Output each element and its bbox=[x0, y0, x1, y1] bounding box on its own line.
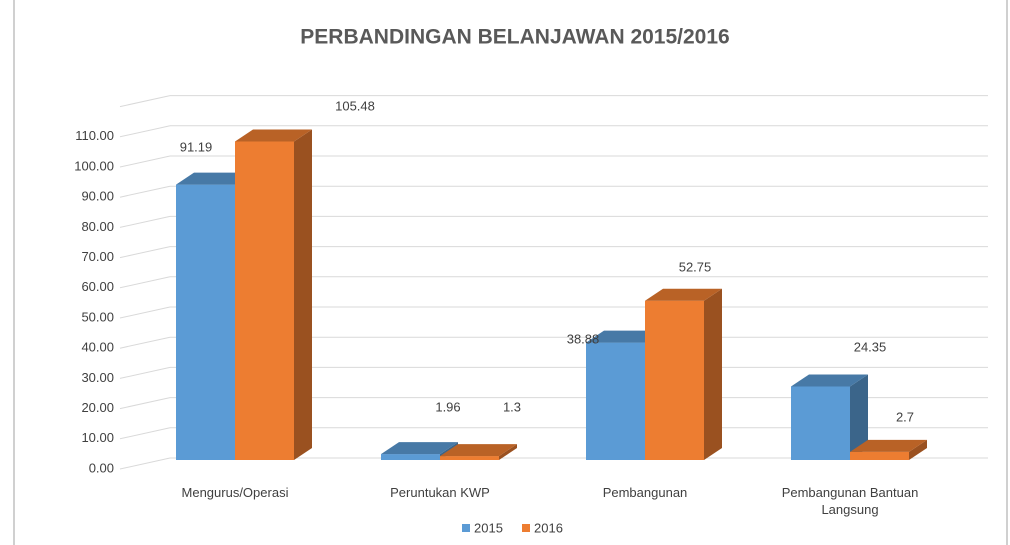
legend-swatch bbox=[522, 524, 530, 532]
bar bbox=[645, 300, 704, 460]
bar-top bbox=[791, 374, 868, 387]
x-tick-label: Mengurus/Operasi bbox=[181, 485, 289, 500]
grid-line bbox=[119, 246, 171, 259]
grid-line bbox=[119, 215, 171, 228]
bar bbox=[440, 456, 499, 460]
legend-label: 2015 bbox=[474, 520, 503, 535]
legend-swatch bbox=[462, 524, 470, 532]
bar-top bbox=[586, 330, 663, 343]
bar-side bbox=[499, 444, 517, 460]
legend-label: 2016 bbox=[534, 520, 563, 535]
bar-side bbox=[294, 129, 312, 461]
y-tick-label: 0.00 bbox=[89, 460, 114, 475]
wall-edge bbox=[119, 95, 171, 108]
bar bbox=[586, 342, 645, 460]
bar bbox=[176, 184, 235, 460]
y-tick-label: 100.00 bbox=[74, 158, 114, 173]
data-label: 1.96 bbox=[435, 399, 460, 414]
grid-line bbox=[119, 336, 171, 349]
y-tick-label: 20.00 bbox=[81, 400, 114, 415]
bar bbox=[791, 386, 850, 460]
bar-top bbox=[381, 442, 458, 455]
x-tick-label: Pembangunan bbox=[602, 485, 688, 500]
bar-side bbox=[704, 288, 722, 460]
data-label: 1.3 bbox=[503, 399, 521, 414]
y-tick-label: 50.00 bbox=[81, 309, 114, 324]
y-tick-label: 80.00 bbox=[81, 219, 114, 234]
y-tick-label: 90.00 bbox=[81, 189, 114, 204]
grid-line bbox=[119, 457, 171, 470]
grid-line bbox=[119, 125, 171, 138]
y-tick-label: 30.00 bbox=[81, 370, 114, 385]
bar-top bbox=[176, 172, 253, 185]
y-tick-label: 60.00 bbox=[81, 279, 114, 294]
bar-top bbox=[850, 439, 927, 452]
grid-line bbox=[119, 397, 171, 410]
x-tick-label: Peruntukan KWP bbox=[390, 485, 490, 500]
chart-border bbox=[13, 0, 1008, 545]
grid-line bbox=[119, 276, 171, 289]
bar-side bbox=[850, 374, 868, 460]
grid-line bbox=[119, 427, 171, 440]
y-tick-label: 10.00 bbox=[81, 430, 114, 445]
chart-title: PERBANDINGAN BELANJAWAN 2015/2016 bbox=[300, 26, 729, 49]
x-tick-label: Pembangunan Bantuan Langsung bbox=[781, 485, 919, 517]
data-label: 105.48 bbox=[335, 98, 375, 113]
data-label: 2.7 bbox=[896, 409, 914, 424]
data-label: 38.88 bbox=[567, 331, 600, 346]
bar-side bbox=[909, 439, 927, 460]
data-label: 24.35 bbox=[854, 339, 887, 354]
bar-top bbox=[645, 288, 722, 301]
bar-top bbox=[440, 444, 517, 457]
grid-line bbox=[119, 185, 171, 198]
y-tick-label: 40.00 bbox=[81, 340, 114, 355]
bar-top bbox=[235, 129, 312, 142]
grid-line bbox=[119, 155, 171, 168]
grid-line bbox=[119, 366, 171, 379]
grid-line bbox=[119, 306, 171, 319]
data-label: 91.19 bbox=[180, 139, 213, 154]
y-tick-label: 110.00 bbox=[75, 128, 114, 143]
bar bbox=[381, 454, 440, 460]
data-label: 52.75 bbox=[679, 259, 712, 274]
bar bbox=[235, 141, 294, 461]
y-tick-label: 70.00 bbox=[81, 249, 114, 264]
bar bbox=[850, 451, 909, 460]
